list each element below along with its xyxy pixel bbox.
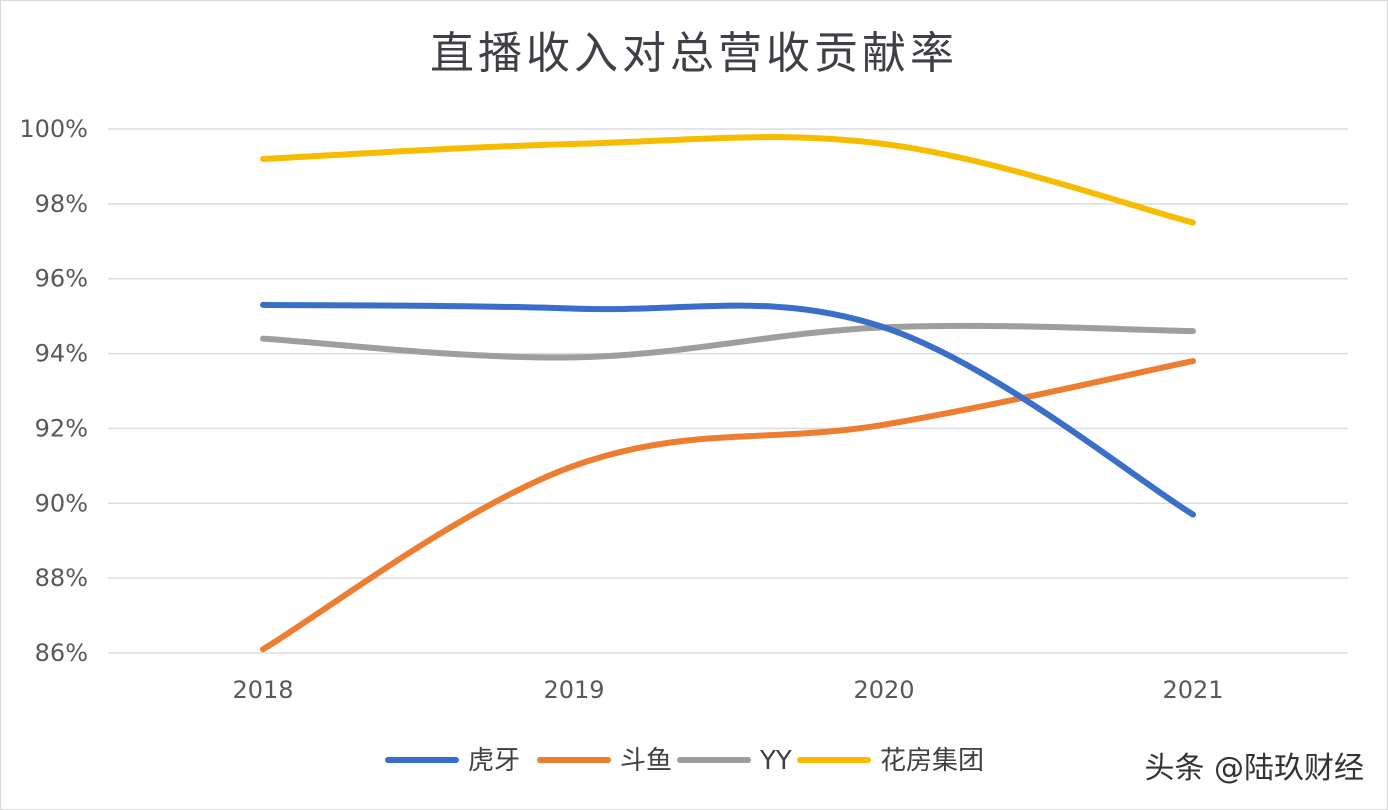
x-tick-label: 2019 xyxy=(543,676,604,704)
y-axis-ticks: 86% 88% 90% 92% 94% 96% 98% 100% xyxy=(19,115,88,667)
y-tick-label: 86% xyxy=(35,639,88,667)
y-tick-label: 96% xyxy=(35,265,88,293)
x-tick-label: 2020 xyxy=(853,676,914,704)
legend-label: 斗鱼 xyxy=(620,746,672,776)
chart-title: 直播收入对总营收贡献率 xyxy=(430,28,958,79)
y-tick-label: 94% xyxy=(35,340,88,368)
series-line-1 xyxy=(260,301,1196,518)
legend-label: YY xyxy=(759,746,792,776)
y-tick-label: 92% xyxy=(35,414,88,442)
y-tick-label: 100% xyxy=(19,115,88,143)
series-line-2 xyxy=(260,358,1196,653)
y-tick-label: 90% xyxy=(35,489,88,517)
legend: 虎牙 斗鱼 YY 花房集团 xyxy=(385,746,984,776)
legend-label: 虎牙 xyxy=(468,746,520,776)
y-tick-label: 98% xyxy=(35,190,88,218)
gridlines xyxy=(108,128,1348,654)
series-lines xyxy=(260,134,1196,653)
watermark-text: 头条 @陆玖财经 xyxy=(1144,751,1364,786)
series-line-3 xyxy=(260,322,1196,361)
x-tick-label: 2018 xyxy=(232,676,293,704)
series-line-4 xyxy=(260,134,1196,226)
legend-label: 花房集团 xyxy=(880,746,984,776)
x-axis-ticks: 2018 2019 2020 2021 xyxy=(232,676,1223,704)
x-tick-label: 2021 xyxy=(1162,676,1223,704)
y-tick-label: 88% xyxy=(35,564,88,592)
